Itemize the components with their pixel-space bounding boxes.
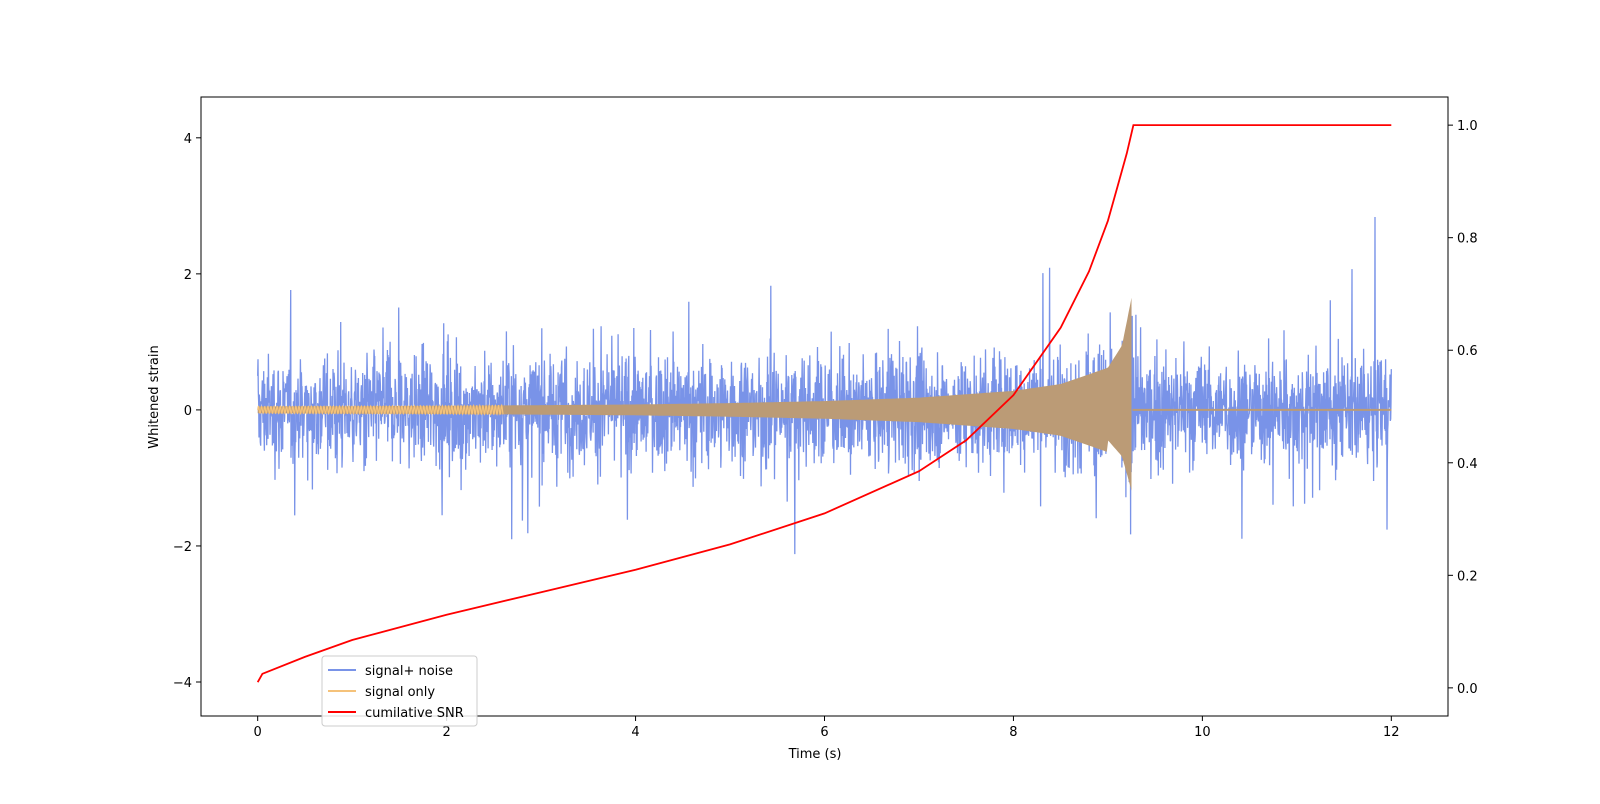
x-tick-label: 0 [254,725,262,740]
x-axis-label: Time (s) [788,747,842,762]
y-tick-label: 4 [184,132,192,147]
y-tick-label: 2 [184,268,192,283]
x-tick-label: 12 [1383,725,1400,740]
y-tick-label: −2 [173,540,192,555]
y2-tick-label: 0.4 [1457,457,1478,472]
y-tick-label: 0 [184,404,192,419]
legend-label: cumilative SNR [365,706,464,721]
legend-label: signal+ noise [365,664,453,679]
series-signal-only-oscillation [257,403,504,416]
x-tick-label: 2 [442,725,450,740]
x-tick-label: 10 [1194,725,1211,740]
x-tick-label: 8 [1009,725,1017,740]
y2-tick-label: 0.8 [1457,232,1478,247]
series-signal-noise-line [257,216,1392,555]
x-tick-label: 6 [820,725,828,740]
legend-box [321,655,478,727]
axes: 0 2 4 6 8 10 12 −4 −2 0 2 4 0.0 0.2 0.4 0.6 0.8 1.0 [173,96,1478,740]
series-cumulative-snr-line [256,124,1392,683]
legend: signal+ noise signal only cumilative SNR [321,655,478,727]
plot-area [256,124,1392,683]
y-tick-label: −4 [173,676,192,691]
legend-label: signal only [365,685,435,700]
y2-tick-label: 0.2 [1457,569,1478,584]
y2-tick-label: 1.0 [1457,119,1478,134]
y2-tick-label: 0.0 [1457,682,1478,697]
y-axis-label: Whitened strain [147,345,162,448]
y2-tick-label: 0.6 [1457,344,1478,359]
x-tick-label: 4 [631,725,639,740]
